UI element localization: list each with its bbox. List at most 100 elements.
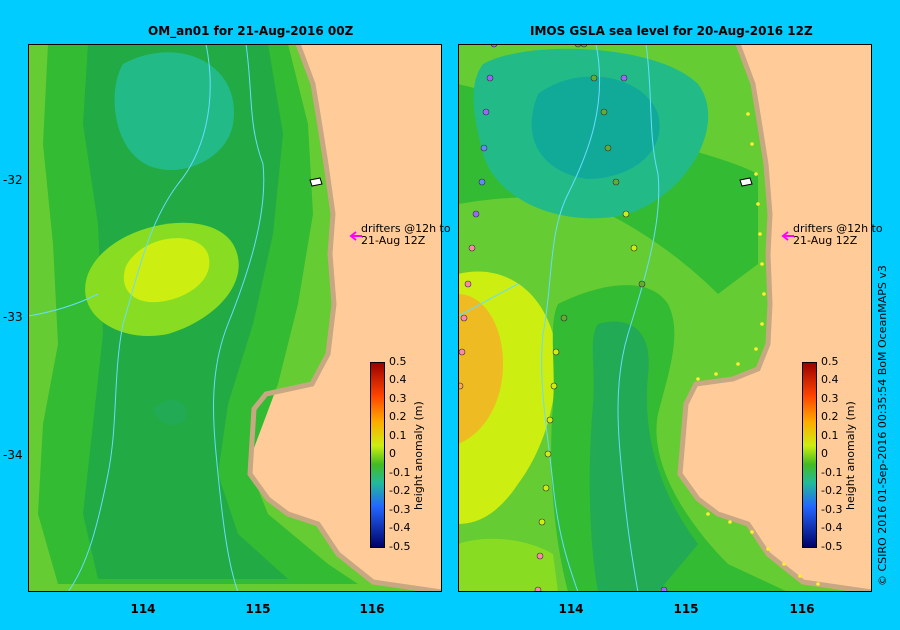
right-cbar-tick: -0.2 xyxy=(821,484,843,497)
right-cbar-tick: 0.2 xyxy=(821,410,839,423)
right-cbar-tick: -0.4 xyxy=(821,521,843,534)
track-point xyxy=(754,172,758,176)
track-point xyxy=(766,547,770,551)
track-point xyxy=(754,347,758,351)
left-drifter-note-line2: 21-Aug 12Z xyxy=(361,234,426,247)
track-point xyxy=(762,292,766,296)
left-cbar-tick: 0.5 xyxy=(389,355,407,368)
right-map-cool-tongue-inner xyxy=(589,321,698,592)
right-cbar-tick: -0.3 xyxy=(821,503,843,516)
drifter-marker xyxy=(534,586,542,592)
drifter-marker xyxy=(464,280,472,288)
left-cbar-tick: 0.2 xyxy=(389,410,407,423)
left-cbar-tick: 0.4 xyxy=(389,373,407,386)
right-drifter-note-line1: drifters @12h to xyxy=(793,222,883,235)
colorbar-fill xyxy=(802,362,817,548)
right-map-coastline xyxy=(677,44,872,592)
left-drifter-note-line1: drifters @12h to xyxy=(361,222,451,235)
track-point xyxy=(760,262,764,266)
left-cbar-label: height anomaly (m) xyxy=(412,401,425,510)
right-cbar-label: height anomaly (m) xyxy=(844,401,857,510)
drifter-marker xyxy=(638,280,646,288)
right-cbar-tick: 0.3 xyxy=(821,392,839,405)
left-cbar-tick: 0.1 xyxy=(389,429,407,442)
right-map xyxy=(458,44,872,592)
drifter-marker xyxy=(560,314,568,322)
drifter-marker xyxy=(612,178,620,186)
track-point xyxy=(696,377,700,381)
drifter-marker xyxy=(620,74,628,82)
drifter-marker xyxy=(544,450,552,458)
lat-tick-label: -33 xyxy=(3,310,23,324)
left-map xyxy=(28,44,442,592)
right-map-teal-eddy-core xyxy=(531,76,660,179)
drifter-marker xyxy=(472,210,480,218)
track-point xyxy=(750,530,754,534)
track-point xyxy=(756,202,760,206)
left-map-frame xyxy=(28,44,442,592)
drifter-marker xyxy=(458,382,464,390)
left-map-teal-eddy xyxy=(114,52,235,171)
drifter-marker xyxy=(660,586,668,592)
track-point xyxy=(746,112,750,116)
drifter-marker xyxy=(604,144,612,152)
left-lon-tick-label: 115 xyxy=(245,602,271,616)
left-drifter-arrow xyxy=(349,231,362,241)
track-point xyxy=(750,142,754,146)
drifter-marker xyxy=(542,484,550,492)
credit-text: © CSIRO 2016 01-Sep-2016 00:35:54 BoM Oc… xyxy=(876,265,889,586)
right-drifter-arrow xyxy=(781,231,794,241)
track-point xyxy=(782,562,786,566)
left-lon-tick-label: 116 xyxy=(359,602,385,616)
drifter-marker xyxy=(468,244,476,252)
right-map-island xyxy=(739,177,753,187)
left-map-bathymetry-contours xyxy=(28,44,265,592)
right-drifter-note: drifters @12h to 21-Aug 12Z xyxy=(793,223,883,247)
drifter-marker xyxy=(630,244,638,252)
track-point xyxy=(798,574,802,578)
left-cbar-tick: -0.5 xyxy=(389,540,411,553)
right-map-southwest-lightgreen xyxy=(458,538,558,592)
left-drifter-note: drifters @12h to 21-Aug 12Z xyxy=(361,223,451,247)
left-panel-title: OM_an01 for 21-Aug-2016 00Z xyxy=(148,24,354,38)
drifter-marker xyxy=(486,74,494,82)
drifter-marker xyxy=(458,348,466,356)
track-point xyxy=(714,372,718,376)
track-point xyxy=(706,512,710,516)
drifter-marker xyxy=(600,108,608,116)
right-map-frame xyxy=(458,44,872,592)
drifter-marker xyxy=(590,74,598,82)
right-lon-tick-label: 114 xyxy=(558,602,584,616)
drifter-marker xyxy=(536,552,544,560)
drifter-marker xyxy=(538,518,546,526)
right-colorbar xyxy=(802,362,817,548)
left-lon-tick-label: 114 xyxy=(130,602,156,616)
drifter-marker xyxy=(482,108,490,116)
right-lon-tick-label: 116 xyxy=(789,602,815,616)
track-point xyxy=(760,322,764,326)
drifter-marker xyxy=(622,210,630,218)
right-map-bathymetry-contours xyxy=(458,44,660,592)
left-cbar-tick: -0.4 xyxy=(389,521,411,534)
drifter-marker xyxy=(550,382,558,390)
right-panel-title: IMOS GSLA sea level for 20-Aug-2016 12Z xyxy=(530,24,813,38)
track-point xyxy=(816,582,820,586)
track-point xyxy=(736,362,740,366)
right-cbar-tick: 0.4 xyxy=(821,373,839,386)
right-map-orange-warm-core xyxy=(458,294,503,444)
left-colorbar xyxy=(370,362,385,548)
right-cbar-tick: 0.1 xyxy=(821,429,839,442)
right-cbar-tick: -0.5 xyxy=(821,540,843,553)
left-cbar-tick: 0.3 xyxy=(389,392,407,405)
right-cbar-tick: 0 xyxy=(821,447,828,460)
left-cbar-tick: -0.1 xyxy=(389,466,411,479)
drifter-marker xyxy=(552,348,560,356)
drifter-marker xyxy=(460,314,468,322)
left-map-yellow-eddy xyxy=(123,238,210,303)
right-drifter-note-line2: 21-Aug 12Z xyxy=(793,234,858,247)
left-map-coastline xyxy=(247,44,442,592)
right-lon-tick-label: 115 xyxy=(673,602,699,616)
left-cbar-tick: 0 xyxy=(389,447,396,460)
colorbar-fill xyxy=(370,362,385,548)
drifter-marker xyxy=(546,416,554,424)
